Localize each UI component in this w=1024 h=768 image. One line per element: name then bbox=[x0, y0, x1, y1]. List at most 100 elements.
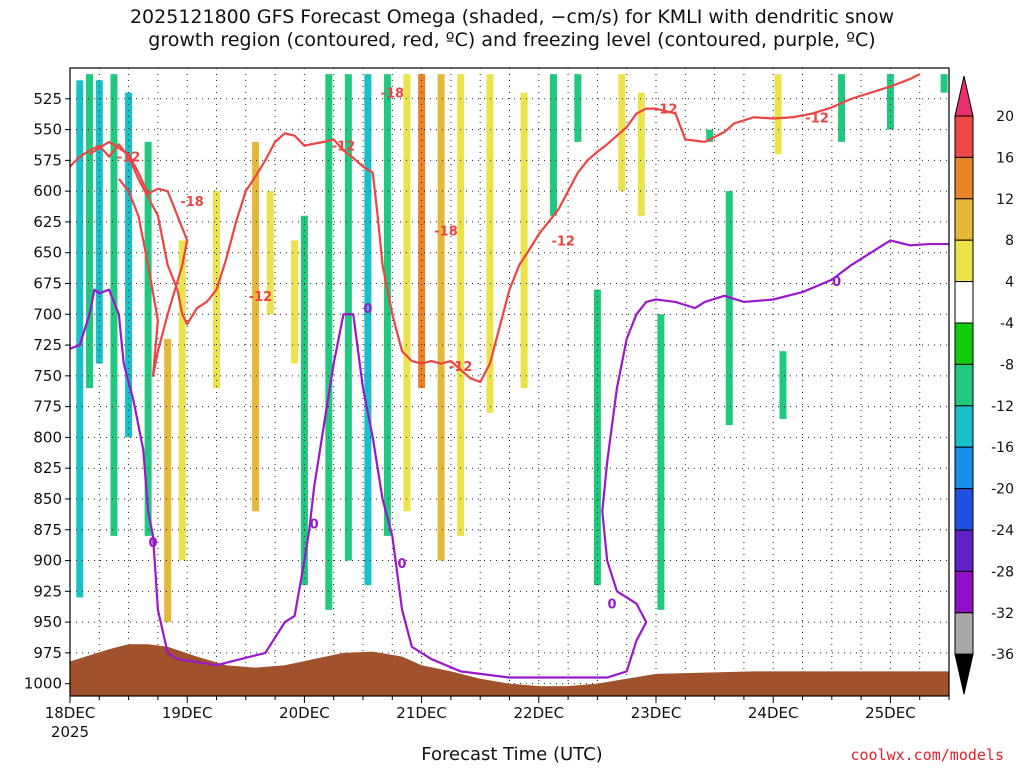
y-tick-label: 550 bbox=[33, 121, 62, 139]
dgz-minus12-contour bbox=[69, 73, 921, 384]
omega-band bbox=[266, 191, 274, 315]
colorbar-label: -16 bbox=[991, 440, 1014, 456]
omega-band bbox=[86, 74, 94, 389]
pressure-axis: 525 550 575 600 625 650 675 700 725 750 775 800 825 8… bbox=[24, 90, 70, 693]
omega-shading-layer bbox=[76, 74, 948, 623]
contour-label: -12 bbox=[249, 290, 273, 305]
colorbar-segment bbox=[954, 198, 974, 241]
contour-label: -18 bbox=[434, 225, 458, 240]
colorbar-bottom-arrow bbox=[954, 653, 974, 695]
y-tick-label: 800 bbox=[33, 428, 62, 446]
colorbar-top-arrow bbox=[954, 75, 974, 117]
x-tick-label: 22DEC bbox=[514, 704, 565, 722]
omega-band bbox=[437, 74, 445, 561]
omega-band bbox=[593, 289, 601, 586]
colorbar-segment bbox=[954, 115, 974, 158]
y-tick-label: 675 bbox=[33, 274, 62, 292]
y-tick-label: 1000 bbox=[24, 675, 62, 693]
x-axis-title: Forecast Time (UTC) bbox=[421, 744, 603, 765]
x-tick-label: 23DEC bbox=[631, 704, 682, 722]
contour-label: 0 bbox=[310, 518, 319, 533]
colorbar-label: -20 bbox=[991, 482, 1014, 498]
x-tick-label: 21DEC bbox=[396, 704, 447, 722]
omega-band bbox=[291, 240, 299, 364]
y-tick-label: 775 bbox=[33, 398, 62, 416]
contour-label: -18 bbox=[381, 87, 405, 102]
y-tick-label: 725 bbox=[33, 336, 62, 354]
colorbar-label: -12 bbox=[991, 399, 1014, 415]
omega-band bbox=[774, 74, 782, 155]
omega-band bbox=[76, 80, 84, 598]
y-tick-label: 825 bbox=[33, 459, 62, 477]
contour-label-layer: -12 -18 -12 -12 -18 -18 -12 -12 -12 -12 0 0 0 0 0 0 bbox=[117, 87, 841, 613]
omega-band bbox=[457, 74, 465, 536]
contour-label: 0 bbox=[148, 536, 157, 551]
colorbar-label: -8 bbox=[1000, 357, 1014, 373]
time-axis: 18DEC 19DEC 20DEC 21DEC 22DEC 23DEC 24DEC 25DEC… bbox=[45, 696, 950, 741]
contour-label: -12 bbox=[117, 151, 141, 166]
colorbar-segment bbox=[954, 239, 974, 283]
omega-band bbox=[364, 74, 372, 586]
contour-label: -12 bbox=[332, 140, 356, 155]
colorbar-label: -4 bbox=[1000, 316, 1014, 332]
contour-label: -18 bbox=[180, 195, 204, 210]
x-tick-label: 20DEC bbox=[279, 704, 330, 722]
colorbar-label: -24 bbox=[991, 523, 1014, 539]
omega-band bbox=[779, 351, 787, 419]
x-tick-label: 25DEC bbox=[865, 704, 916, 722]
contour-layer bbox=[69, 73, 949, 679]
colorbar-label: 12 bbox=[996, 192, 1014, 208]
contour-label: -12 bbox=[551, 234, 575, 249]
omega-band bbox=[637, 92, 645, 216]
y-tick-label: 950 bbox=[33, 613, 62, 631]
colorbar-segment bbox=[954, 529, 974, 572]
omega-band bbox=[520, 92, 528, 389]
y-tick-label: 600 bbox=[33, 182, 62, 200]
x-year-label: 2025 bbox=[51, 723, 89, 741]
omega-band bbox=[418, 74, 426, 389]
contour-label: 0 bbox=[363, 302, 372, 317]
omega-band bbox=[725, 191, 733, 426]
contour-label: -12 bbox=[805, 111, 829, 126]
omega-band bbox=[110, 74, 118, 536]
omega-band bbox=[325, 74, 333, 610]
colorbar-segment bbox=[954, 488, 974, 531]
terrain-fill bbox=[70, 644, 949, 696]
omega-colorbar: 20 16 12 8 4 -4 -8 -12 -16 -20 -24 -28 -32 -36 bbox=[954, 75, 1014, 695]
omega-band bbox=[144, 141, 152, 536]
y-tick-label: 875 bbox=[33, 521, 62, 539]
dotted-grid bbox=[69, 68, 950, 696]
omega-band bbox=[706, 129, 714, 142]
x-tick-label: 24DEC bbox=[748, 704, 799, 722]
omega-band bbox=[574, 74, 582, 142]
y-tick-label: 525 bbox=[33, 90, 62, 108]
y-tick-label: 850 bbox=[33, 490, 62, 508]
dgz-minus18-contour bbox=[88, 140, 189, 377]
y-tick-label: 750 bbox=[33, 367, 62, 385]
omega-band bbox=[300, 215, 308, 586]
colorbar-label: -28 bbox=[991, 564, 1014, 580]
colorbar-segment bbox=[954, 570, 974, 614]
contour-label: 0 bbox=[832, 275, 841, 290]
omega-band bbox=[549, 74, 557, 216]
y-tick-label: 900 bbox=[33, 552, 62, 570]
colorbar-segment bbox=[954, 612, 974, 655]
contour-label: -12 bbox=[449, 360, 473, 375]
colorbar-segment bbox=[954, 156, 974, 200]
colorbar-segment bbox=[954, 446, 974, 490]
credit-text[interactable]: coolwx.com/models bbox=[850, 746, 1004, 764]
omega-band bbox=[486, 74, 494, 413]
omega-band bbox=[838, 74, 846, 142]
colorbar-segment bbox=[954, 281, 974, 324]
colorbar-label: -36 bbox=[991, 647, 1014, 663]
omega-band bbox=[403, 74, 411, 512]
y-tick-label: 700 bbox=[33, 305, 62, 323]
omega-band bbox=[886, 74, 894, 130]
plot-frame bbox=[69, 67, 950, 697]
omega-band bbox=[125, 92, 133, 438]
contour-label: 0 bbox=[608, 598, 617, 613]
omega-band bbox=[178, 240, 186, 561]
colorbar-segment bbox=[954, 322, 974, 365]
colorbar-label: -32 bbox=[991, 606, 1014, 622]
